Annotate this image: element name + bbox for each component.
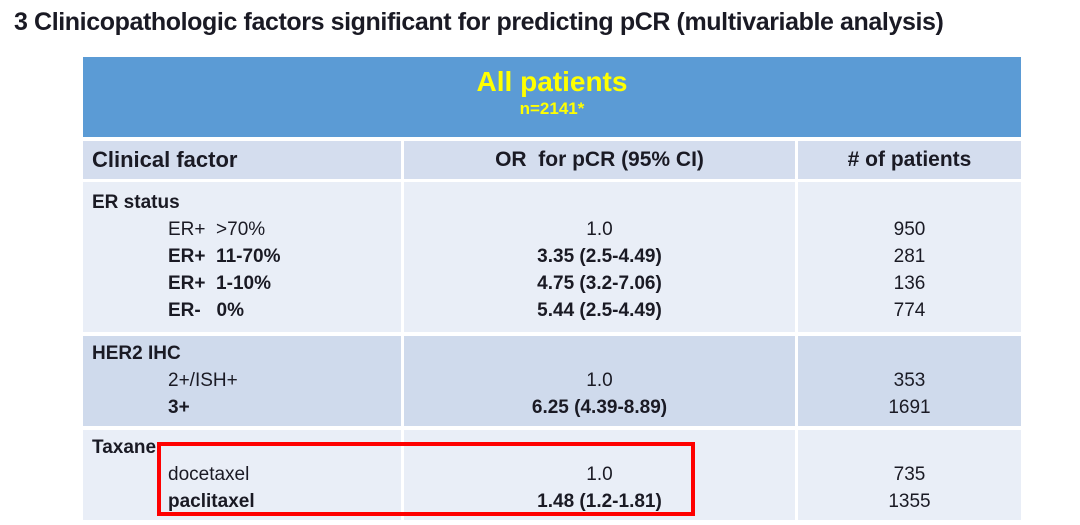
row-patient-count: 774 [893,300,926,321]
section-or-column: 1.0 3.35 (2.5-4.49) 4.75 (3.2-7.06) 5.44 (2… [404,182,795,332]
table-header-band: All patients n=2141* [83,57,1021,137]
section-label: HER2 IHC [92,343,181,364]
column-header-row: Clinical factor OR for pCR (95% CI) # of… [83,141,1021,179]
row-label: ER+ 1-10% [168,273,271,294]
row-label: ER- 0% [168,300,245,321]
spacer-line [404,340,795,367]
spacer-line [404,434,795,461]
section-label: Taxane [92,437,157,458]
section-patients-column: 353 1691 [798,336,1021,426]
section-her2-ihc: HER2 IHC 2+/ISH+ 3+ 1.0 6.25 (4.39-8.89) 35… [83,336,1021,426]
cohort-sample-size: n=2141* [519,99,585,118]
section-factor-column: ER status ER+ >70% ER+ 11-70% ER+ 1-10% ER- … [83,182,401,332]
row-or-value: 1.0 [586,370,613,391]
spacer-line [798,434,1021,461]
section-factor-column: Taxane docetaxel paclitaxel [83,430,401,520]
row-or-value: 1.0 [586,219,613,240]
row-or-value: 6.25 (4.39-8.89) [531,397,668,418]
section-taxane: Taxane docetaxel paclitaxel 1.0 1.48 (1.2-1… [83,430,1021,520]
row-label: 3+ [168,397,190,418]
section-or-column: 1.0 6.25 (4.39-8.89) [404,336,795,426]
row-patient-count: 1691 [888,397,931,418]
spacer-line [798,340,1021,367]
row-or-value: 5.44 (2.5-4.49) [537,300,662,321]
column-header-or-pcr: OR for pCR (95% CI) [404,141,795,179]
row-patient-count: 950 [893,219,926,240]
slide-title: 3 Clinicopathologic factors significant … [14,8,944,36]
row-patient-count: 353 [893,370,926,391]
row-or-value: 1.0 [586,464,613,485]
table-body: ER status ER+ >70% ER+ 11-70% ER+ 1-10% ER- … [83,182,1021,520]
row-or-value: 4.75 (3.2-7.06) [537,273,662,294]
spacer-line [798,189,1021,216]
section-label: ER status [92,192,180,213]
section-patients-column: 735 1355 [798,430,1021,520]
column-header-clinical-factor: Clinical factor [83,141,401,179]
column-header-num-patients: # of patients [798,141,1021,179]
row-patient-count: 1355 [888,491,931,512]
row-patient-count: 136 [893,273,926,294]
row-label: paclitaxel [168,491,255,512]
row-label: ER+ >70% [168,219,266,240]
cohort-title: All patients [476,66,628,97]
section-patients-column: 950 281 136 774 [798,182,1021,332]
section-or-column: 1.0 1.48 (1.2-1.81) [404,430,795,520]
row-label: 2+/ISH+ [168,370,238,391]
row-or-value: 1.48 (1.2-1.81) [537,491,662,512]
row-label: ER+ 11-70% [168,246,281,267]
row-or-value: 3.35 (2.5-4.49) [537,246,662,267]
row-patient-count: 281 [893,246,926,267]
section-factor-column: HER2 IHC 2+/ISH+ 3+ [83,336,401,426]
spacer-line [404,189,795,216]
section-er-status: ER status ER+ >70% ER+ 11-70% ER+ 1-10% ER- … [83,182,1021,332]
results-table: All patients n=2141* Clinical factor OR … [83,57,1021,520]
row-label: docetaxel [168,464,250,485]
row-patient-count: 735 [893,464,926,485]
